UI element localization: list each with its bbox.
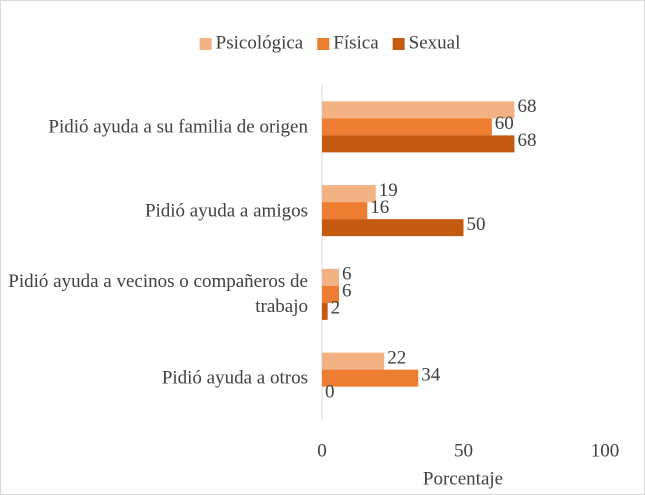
x-axis-title: Porcentaje bbox=[423, 468, 503, 489]
y-tick-label: Pidió ayuda a otros bbox=[161, 367, 308, 389]
value-label: 6 bbox=[342, 264, 352, 285]
bar bbox=[322, 101, 515, 119]
bar bbox=[322, 369, 419, 387]
y-tick-label: Pidió ayuda a amigos bbox=[144, 200, 308, 222]
bar bbox=[322, 135, 515, 153]
bar bbox=[322, 268, 339, 286]
y-tick-label: Pidió ayuda a vecinos o compañeros de tr… bbox=[8, 271, 308, 318]
legend-swatch bbox=[317, 38, 330, 50]
legend-label: Psicológica bbox=[216, 32, 304, 53]
legend-swatch bbox=[199, 38, 212, 50]
value-label: 68 bbox=[517, 96, 536, 117]
value-label: 2 bbox=[331, 298, 341, 319]
value-label: 34 bbox=[421, 364, 441, 385]
value-label: 68 bbox=[517, 130, 536, 151]
x-tick-label: 100 bbox=[591, 440, 620, 461]
bar bbox=[322, 185, 376, 203]
legend-label: Física bbox=[333, 32, 379, 53]
legend-label: Sexual bbox=[409, 32, 461, 53]
bar bbox=[322, 118, 492, 136]
bar bbox=[322, 202, 368, 220]
value-label: 60 bbox=[495, 113, 514, 134]
bar bbox=[322, 219, 464, 237]
x-tick-label: 50 bbox=[454, 440, 473, 461]
bar bbox=[322, 302, 328, 320]
bar bbox=[322, 285, 339, 303]
value-label: 19 bbox=[379, 180, 398, 201]
x-tick-label: 0 bbox=[317, 440, 327, 461]
bar bbox=[322, 352, 385, 370]
value-label: 22 bbox=[387, 347, 406, 368]
y-tick-label: Pidió ayuda a su familia de origen bbox=[48, 116, 308, 138]
value-label: 16 bbox=[370, 197, 389, 218]
legend-swatch bbox=[392, 38, 405, 50]
value-label: 6 bbox=[342, 281, 352, 302]
value-label: 0 bbox=[325, 381, 335, 402]
value-label: 50 bbox=[467, 214, 486, 235]
